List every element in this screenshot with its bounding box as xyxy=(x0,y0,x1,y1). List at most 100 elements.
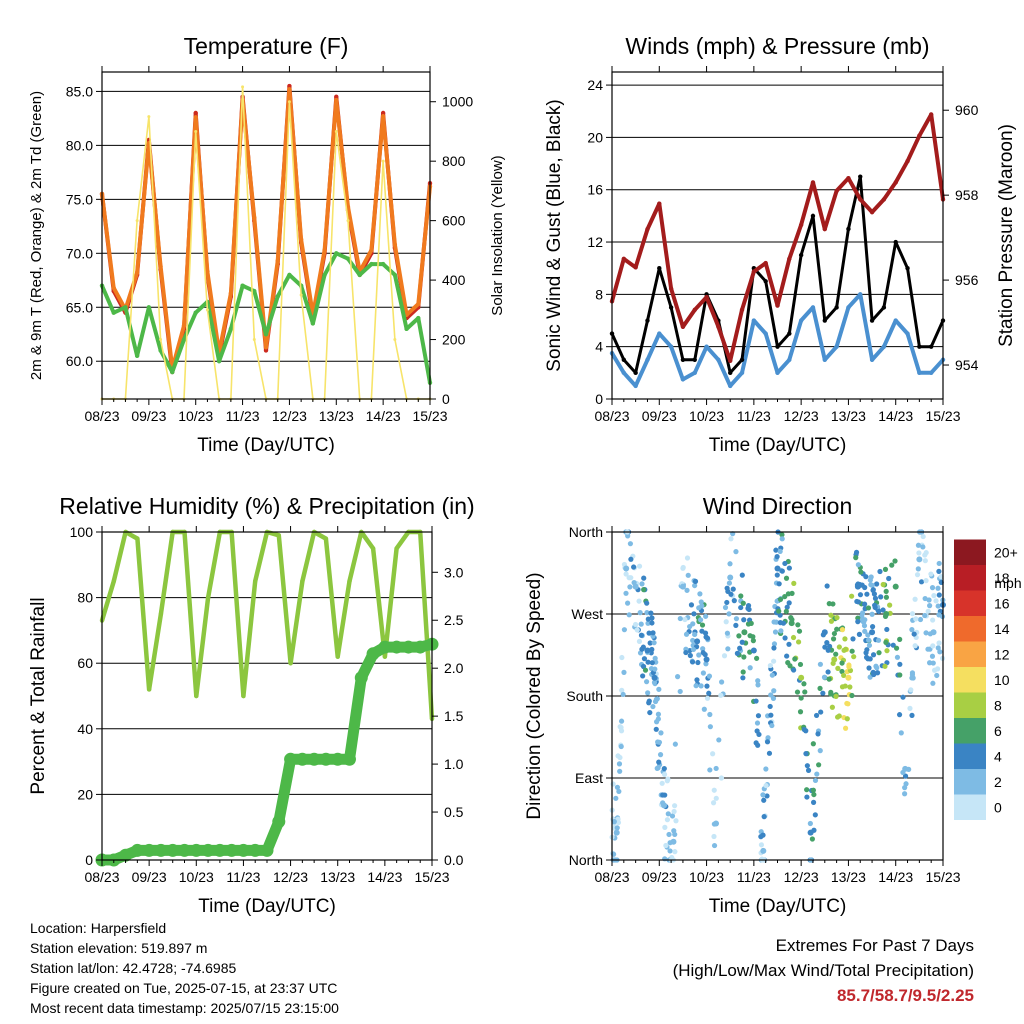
humidity-ytick-label: 20 xyxy=(77,786,93,802)
direction-point xyxy=(779,568,785,574)
direction-point xyxy=(694,638,701,645)
direction-point xyxy=(641,575,647,581)
winds-point xyxy=(834,305,839,310)
direction-point xyxy=(898,730,904,736)
winds-point xyxy=(917,133,922,138)
direction-point xyxy=(790,634,797,641)
direction-point xyxy=(610,781,616,787)
direction-point xyxy=(722,604,729,611)
direction-point xyxy=(713,765,719,772)
direction-point xyxy=(687,623,693,630)
temperature-point xyxy=(287,100,291,104)
direction-point xyxy=(917,616,924,623)
winds-point xyxy=(657,266,662,271)
direction-point xyxy=(897,636,903,642)
direction-point xyxy=(928,571,934,577)
winds-xtick-label: 14/23 xyxy=(878,408,913,424)
direction-point xyxy=(669,813,676,819)
temperature-point xyxy=(159,338,163,342)
temperature-point xyxy=(322,247,327,253)
direction-point xyxy=(867,577,873,583)
temperature-y2tick-label: 600 xyxy=(442,213,466,229)
direction-point xyxy=(794,689,801,695)
temperature-xtick-label: 11/23 xyxy=(226,408,260,424)
winds-point xyxy=(621,256,627,262)
direction-point xyxy=(782,635,788,641)
direction-point xyxy=(883,611,890,617)
direction-point xyxy=(870,587,876,593)
humidity-y2tick-label: 3.0 xyxy=(444,564,464,580)
direction-point xyxy=(646,630,652,636)
direction-point xyxy=(734,650,740,656)
winds-xtick-label: 10/23 xyxy=(689,408,724,424)
temperature-title: Temperature (F) xyxy=(184,33,349,59)
winds-point xyxy=(692,370,697,376)
temperature-ytick-label: 70.0 xyxy=(66,245,93,261)
humidity-xtick-label: 08/23 xyxy=(84,869,119,885)
direction-point xyxy=(902,765,909,772)
temperature-point xyxy=(334,97,339,103)
direction-point xyxy=(771,619,777,625)
direction-point xyxy=(834,626,840,632)
direction-point xyxy=(916,556,923,563)
direction-point xyxy=(874,670,881,676)
direction-point xyxy=(769,722,775,729)
direction-point xyxy=(644,647,651,654)
direction-point xyxy=(640,673,646,679)
direction-point xyxy=(798,695,804,701)
direction-point xyxy=(863,574,869,580)
temperature-point xyxy=(310,321,316,326)
direction-point xyxy=(791,667,797,673)
direction-point xyxy=(740,600,746,606)
direction-point xyxy=(675,674,681,680)
temperature-point xyxy=(170,369,175,375)
direction-point xyxy=(805,767,812,773)
direction-point xyxy=(682,616,688,623)
winds-point xyxy=(928,112,934,117)
direction-ytick-label: North xyxy=(569,852,603,868)
direction-point xyxy=(758,842,765,848)
direction-point xyxy=(701,706,707,712)
winds-point xyxy=(621,370,627,376)
direction-point xyxy=(902,773,909,779)
direction-point xyxy=(866,665,872,671)
winds-ytick-label: 0 xyxy=(595,391,603,407)
speed-legend-label: 8 xyxy=(994,697,1002,713)
winds-point xyxy=(858,292,863,297)
temperature-point xyxy=(135,219,139,223)
humidity-point xyxy=(394,546,399,551)
direction-point xyxy=(866,637,872,643)
speed-legend-swatch xyxy=(954,667,986,693)
temperature-xtick-label: 15/23 xyxy=(412,408,447,424)
winds-point xyxy=(692,357,697,362)
temperature-ytick-label: 65.0 xyxy=(66,299,93,315)
direction-point xyxy=(842,683,848,689)
direction-point xyxy=(869,611,875,617)
temperature-point xyxy=(334,94,339,100)
direction-point xyxy=(620,691,626,698)
direction-point xyxy=(897,661,903,667)
direction-point xyxy=(874,581,880,587)
winds-point xyxy=(787,331,792,336)
temperature-point xyxy=(241,85,245,89)
direction-point xyxy=(784,653,790,659)
direction-point xyxy=(772,629,779,635)
winds-point xyxy=(775,370,780,376)
direction-xtick-label: 08/23 xyxy=(594,869,629,885)
winds-point xyxy=(822,357,827,362)
direction-point xyxy=(925,646,931,652)
direction-point xyxy=(913,616,919,622)
direction-point xyxy=(650,703,656,710)
direction-point xyxy=(817,748,823,754)
winds-point xyxy=(668,344,674,349)
direction-point xyxy=(650,630,656,636)
direction-point xyxy=(804,787,810,793)
direction-point xyxy=(753,740,759,746)
direction-point xyxy=(783,575,790,581)
winds-point xyxy=(858,197,863,202)
winds-point xyxy=(751,269,757,274)
direction-point xyxy=(849,593,855,599)
winds-point xyxy=(798,222,804,228)
direction-point xyxy=(649,620,655,626)
speed-legend-label: 2 xyxy=(994,774,1002,790)
